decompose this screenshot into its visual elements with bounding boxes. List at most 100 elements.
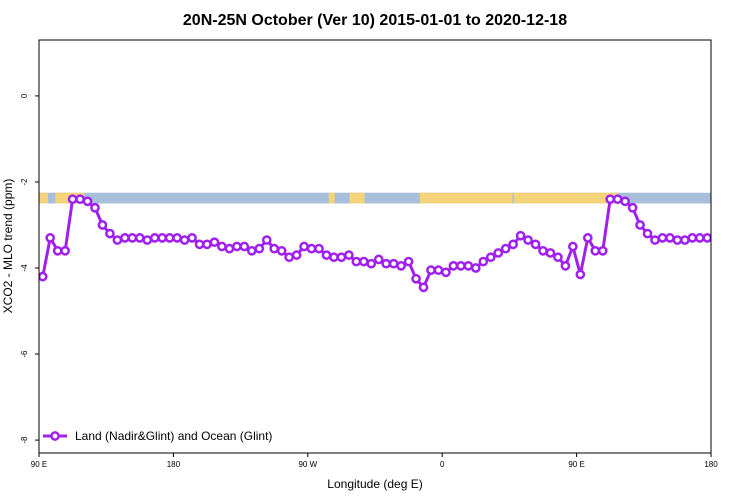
data-point (202, 239, 212, 250)
x-tick-label: 180 (167, 460, 181, 469)
data-point (142, 235, 153, 245)
data-point (366, 258, 377, 269)
data-point (515, 230, 526, 241)
data-point (523, 235, 533, 245)
data-point (52, 245, 63, 256)
data-point (120, 233, 130, 243)
data-point (127, 233, 138, 243)
plot-frame (38, 39, 712, 454)
data-point (642, 228, 653, 239)
data-point (82, 196, 93, 207)
data-point (635, 220, 645, 230)
data-point (396, 261, 406, 271)
data-point (433, 265, 444, 276)
data-point (224, 243, 235, 254)
data-point (209, 237, 220, 248)
data-point (90, 202, 100, 213)
data-point (149, 233, 160, 243)
data-point (75, 194, 85, 205)
y-axis-label: XCO2 - MLO trend (ppm) (1, 179, 15, 314)
data-point (441, 267, 451, 278)
data-point (187, 233, 197, 243)
data-point (276, 245, 287, 256)
data-point (680, 235, 690, 245)
legend-marker-swatch (50, 431, 60, 441)
data-point (500, 243, 511, 254)
data-point (597, 245, 608, 256)
data-point (172, 233, 182, 243)
band-ocean (39, 192, 711, 204)
band-land (419, 192, 513, 204)
data-point (239, 241, 250, 252)
data-point (553, 252, 563, 263)
y-axis-ticks: 0 -2 -4 -6 -8 (20, 93, 39, 444)
y-tick-label: -8 (20, 436, 29, 444)
data-point (426, 265, 436, 276)
data-point (314, 243, 324, 254)
data-point (545, 248, 556, 258)
data-point (665, 233, 675, 243)
data-point (470, 263, 481, 273)
data-point (261, 235, 272, 245)
data-point (381, 258, 392, 269)
data-point (388, 258, 399, 269)
data-point (560, 261, 571, 271)
data-point (687, 233, 698, 243)
data-point (373, 254, 384, 265)
data-point (575, 269, 586, 280)
plot-area (38, 39, 712, 454)
data-point (620, 196, 630, 207)
data-point (612, 194, 623, 205)
data-point (67, 194, 78, 205)
data-point (358, 256, 369, 267)
data-point (672, 235, 683, 245)
data-point (493, 248, 504, 258)
data-point (478, 256, 489, 267)
data-point (179, 235, 190, 245)
data-point (60, 245, 70, 256)
data-point (232, 241, 242, 252)
data-point (254, 243, 265, 254)
band-land (349, 192, 365, 204)
data-point (590, 245, 601, 256)
data-point (694, 233, 705, 243)
data-point (284, 252, 294, 263)
x-tick-label: 180 (704, 460, 718, 469)
legend-label: Land (Nadir&Glint) and Ocean (Glint) (75, 429, 272, 443)
x-tick-label: 90 W (298, 460, 317, 469)
x-axis-label: Longitude (deg E) (327, 477, 422, 491)
band-land (584, 192, 619, 204)
data-point (97, 220, 108, 230)
chart-title: 20N-25N October (Ver 10) 2015-01-01 to 2… (183, 12, 567, 29)
band-land (513, 192, 585, 204)
y-tick-label: 0 (20, 93, 29, 98)
data-point (194, 239, 205, 250)
data-point (39, 271, 48, 282)
x-tick-label: 90 E (31, 460, 47, 469)
data-point (485, 252, 496, 263)
data-point (411, 273, 421, 284)
data-point (164, 233, 175, 243)
data-point (627, 202, 638, 213)
series-layer (39, 194, 711, 293)
data-point (329, 252, 339, 263)
data-point (269, 243, 280, 254)
data-point (650, 235, 660, 245)
data-point (418, 282, 429, 293)
data-point (351, 256, 362, 267)
y-tick-label: -2 (20, 178, 29, 186)
data-point (134, 233, 145, 243)
x-tick-label: 0 (440, 460, 445, 469)
data-point (568, 241, 578, 252)
data-point (45, 233, 56, 243)
data-point (538, 245, 548, 256)
data-point (112, 235, 123, 245)
data-point (217, 241, 227, 252)
data-point (105, 228, 115, 239)
legend: Land (Nadir&Glint) and Ocean (Glint) (43, 429, 272, 443)
data-point (157, 233, 168, 243)
data-point (508, 239, 518, 250)
data-point (306, 243, 317, 254)
data-point (321, 250, 332, 260)
